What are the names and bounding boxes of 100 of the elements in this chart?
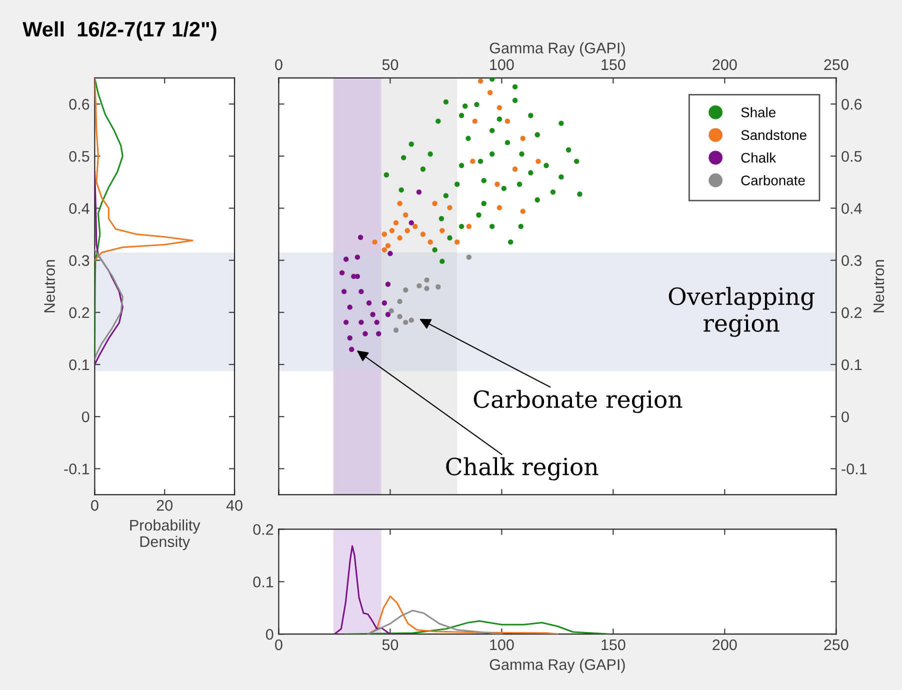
point: [393, 220, 399, 226]
point: [347, 335, 352, 341]
point: [341, 288, 347, 294]
point: [339, 270, 345, 276]
point: [490, 151, 495, 157]
point: [443, 193, 449, 198]
point: [382, 247, 388, 252]
point: [436, 118, 441, 124]
point: [472, 118, 478, 124]
y-tick-label: 0.3: [842, 255, 862, 266]
x-tick-label: 150: [602, 59, 626, 70]
point: [402, 212, 408, 218]
x-tick-label: 0: [275, 59, 282, 70]
point: [504, 118, 510, 124]
y-tick-label: 0.5: [842, 150, 862, 162]
x-tick-label: 250: [824, 59, 848, 70]
point: [438, 216, 444, 222]
point: [504, 140, 510, 146]
point: [393, 328, 399, 333]
point: [436, 284, 441, 290]
point: [496, 105, 502, 110]
point: [424, 286, 430, 292]
legend-label: Sandstone: [741, 130, 806, 140]
point: [490, 78, 495, 82]
point: [397, 298, 402, 304]
point: [432, 200, 438, 206]
point: [382, 300, 388, 306]
point: [447, 205, 452, 210]
point: [528, 170, 534, 176]
point: [372, 239, 378, 245]
point: [397, 235, 402, 240]
point: [358, 234, 364, 240]
point: [358, 320, 364, 325]
point: [440, 258, 445, 264]
x-tick-label: 0: [275, 639, 282, 650]
point: [440, 228, 445, 234]
legend-label: Chalk: [741, 152, 776, 163]
point: [397, 314, 402, 320]
point: [558, 174, 564, 180]
point: [512, 84, 518, 90]
point: [496, 116, 502, 122]
y-tick-label: 0.5: [69, 150, 90, 162]
x-tick-label: 20: [156, 500, 173, 511]
point: [458, 162, 464, 168]
point: [496, 205, 502, 210]
point: [366, 300, 372, 306]
point: [490, 128, 495, 134]
x-tick-label: 250: [824, 639, 848, 650]
point: [466, 136, 471, 141]
y-axis-title: Neutron: [873, 260, 884, 312]
point: [512, 166, 518, 172]
y-tick-label: -0.1: [64, 464, 90, 474]
point: [550, 189, 556, 195]
point: [389, 228, 395, 234]
point: [520, 136, 526, 141]
point: [558, 120, 564, 126]
point: [476, 212, 482, 218]
point: [354, 254, 360, 260]
point: [402, 320, 408, 325]
point: [408, 142, 414, 147]
point: [349, 346, 354, 352]
y-tick-label: 0.4: [842, 203, 862, 214]
line-series: [94, 78, 124, 355]
y-tick-label: 0.1: [69, 359, 90, 370]
x-tick-label: 50: [382, 59, 398, 70]
x-tick-label: 40: [226, 500, 242, 511]
x-axis-title: Probability Density: [130, 519, 200, 550]
point: [402, 287, 408, 293]
point: [481, 178, 486, 184]
line-series: [367, 610, 502, 634]
y-axis-title: Neutron: [44, 260, 55, 312]
line-series: [367, 596, 558, 634]
y-tick-label: 0.2: [842, 307, 862, 318]
point: [347, 304, 352, 310]
point: [447, 235, 452, 240]
x-tick-label: 200: [712, 639, 737, 650]
point: [362, 331, 368, 336]
point: [470, 158, 476, 164]
x-axis-title: Gamma Ray (GAPI): [490, 42, 625, 56]
point: [490, 224, 495, 230]
line-series: [94, 78, 194, 262]
point: [382, 232, 388, 237]
point: [370, 312, 376, 318]
point: [528, 112, 534, 118]
point: [516, 182, 522, 187]
x-axis-title: Gamma Ray (GAPI): [490, 658, 625, 674]
point: [519, 151, 524, 157]
point: [466, 224, 472, 230]
annotation: Chalk region: [446, 457, 598, 480]
point: [428, 151, 433, 157]
point: [494, 182, 500, 187]
point: [358, 288, 364, 294]
x-tick-label: 50: [382, 639, 398, 650]
point: [384, 172, 390, 178]
point: [397, 200, 402, 206]
point: [343, 320, 349, 325]
legend-label: Shale: [741, 107, 776, 118]
y-tick-label: 0.3: [69, 255, 90, 266]
point: [424, 278, 430, 283]
point: [534, 197, 540, 202]
